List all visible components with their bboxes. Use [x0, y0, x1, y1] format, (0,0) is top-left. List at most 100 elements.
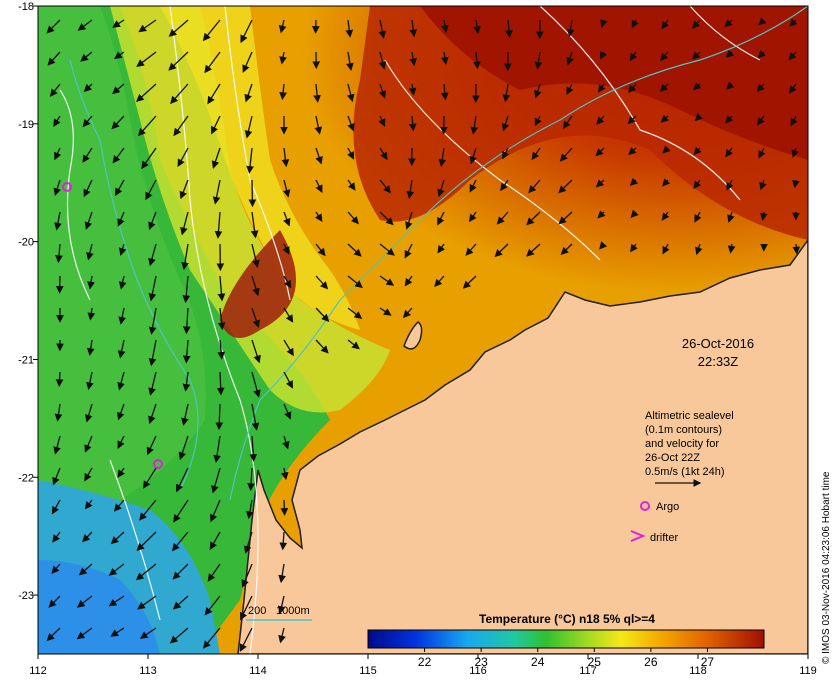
velocity-arrow — [249, 435, 258, 462]
velocity-arrow — [283, 275, 292, 289]
velocity-arrow — [465, 243, 477, 256]
argo-legend-icon — [640, 501, 650, 511]
velocity-arrow — [54, 211, 62, 231]
velocity-arrow — [502, 147, 510, 160]
velocity-arrow — [596, 115, 605, 125]
velocity-arrow — [280, 499, 289, 516]
velocity-arrow — [53, 179, 61, 197]
velocity-arrow — [82, 115, 93, 128]
y-tick-label: -23 — [18, 590, 34, 602]
velocity-arrow — [216, 371, 225, 396]
velocity-arrow — [280, 467, 289, 481]
velocity-arrow — [247, 467, 255, 492]
velocity-arrow — [141, 147, 157, 170]
velocity-arrow — [244, 83, 253, 103]
velocity-arrow — [52, 467, 61, 486]
velocity-arrow — [117, 467, 125, 478]
velocity-arrow — [117, 211, 125, 227]
x-axis: 112 113 114 115 116 117 118 119 — [29, 654, 817, 677]
velocity-arrow — [217, 339, 226, 360]
velocity-arrow — [534, 115, 542, 127]
velocity-arrow — [566, 19, 575, 37]
velocity-arrow — [405, 211, 413, 230]
velocity-arrow — [379, 275, 395, 286]
velocity-arrow — [251, 243, 260, 268]
velocity-arrow — [76, 627, 93, 640]
velocity-arrow — [217, 307, 226, 331]
velocity-arrow — [148, 371, 157, 396]
velocity-arrow — [173, 499, 189, 523]
velocity-arrow — [630, 209, 639, 219]
velocity-arrow — [347, 339, 360, 350]
argo-legend-label: Argo — [656, 501, 679, 513]
velocity-arrow — [315, 243, 326, 257]
velocity-arrow — [434, 275, 445, 288]
velocity-arrow — [526, 243, 541, 257]
velocity-arrow — [440, 51, 449, 65]
velocity-arrow — [213, 435, 221, 463]
velocity-arrow — [279, 83, 287, 101]
velocity-arrow — [83, 179, 93, 198]
velocity-arrow — [462, 275, 477, 289]
velocity-arrow — [788, 51, 797, 61]
velocity-arrow — [759, 211, 768, 221]
velocity-arrow — [135, 563, 157, 581]
velocity-arrow — [502, 83, 511, 103]
velocity-arrow — [180, 211, 189, 236]
colorbar-tick-label: 23 — [474, 655, 488, 669]
drifter-legend-label: drifter — [650, 532, 678, 544]
velocity-arrow — [724, 19, 733, 28]
velocity-arrow — [84, 467, 93, 482]
velocity-arrow — [170, 83, 189, 105]
velocity-arrow — [136, 531, 157, 552]
velocity-arrow — [136, 83, 157, 102]
argo-marker — [62, 182, 72, 192]
velocity-arrow — [790, 115, 798, 127]
x-tick-label: 114 — [249, 665, 267, 677]
velocity-arrow — [243, 531, 253, 554]
velocity-arrow — [251, 307, 260, 329]
velocity-arrow — [693, 82, 702, 91]
velocity-arrow — [181, 243, 189, 271]
velocity-arrow — [659, 83, 669, 93]
velocity-arrow — [278, 563, 286, 584]
velocity-arrow — [168, 19, 189, 37]
velocity-arrow — [277, 595, 286, 614]
velocity-arrow — [347, 211, 359, 225]
velocity-arrow — [558, 211, 573, 225]
time-label: 22:33Z — [698, 354, 739, 369]
x-tick-label: 113 — [139, 665, 157, 677]
velocity-arrow — [118, 307, 126, 325]
velocity-arrow — [177, 147, 189, 168]
velocity-arrow — [215, 403, 224, 431]
velocity-arrow — [137, 115, 157, 137]
velocity-arrow — [110, 627, 125, 637]
velocity-arrow — [726, 81, 735, 90]
velocity-arrow — [725, 115, 734, 124]
velocity-arrow — [251, 275, 260, 297]
velocity-arrow — [86, 243, 94, 261]
velocity-arrow — [246, 499, 254, 520]
velocity-arrow — [629, 51, 638, 62]
velocity-arrow — [251, 371, 261, 398]
velocity-arrow — [110, 531, 125, 545]
velocity-arrow — [136, 51, 157, 67]
velocity-arrow — [469, 179, 477, 193]
velocity-arrow — [792, 243, 801, 255]
velocity-arrow — [346, 83, 355, 103]
y-axis: -18 -19 -20 -21 -22 -23 — [18, 1, 38, 602]
legend: Altimetric sealevel (0.1m contours) and … — [630, 410, 734, 544]
attribution-label: © IMOS 03-Nov-2016 04:23:06 Hobart time — [821, 471, 832, 664]
velocity-arrow — [148, 307, 157, 335]
velocity-arrow — [87, 275, 95, 290]
velocity-arrow — [631, 19, 639, 29]
velocity-arrow — [248, 179, 257, 208]
velocity-arrow — [84, 211, 93, 230]
y-tick-label: -20 — [18, 237, 34, 249]
velocity-arrow — [792, 179, 800, 189]
velocity-arrow — [759, 179, 767, 191]
velocity-arrow — [283, 339, 294, 357]
velocity-arrow — [505, 19, 513, 39]
legend-line-4: 26-Oct 22Z — [645, 452, 700, 464]
